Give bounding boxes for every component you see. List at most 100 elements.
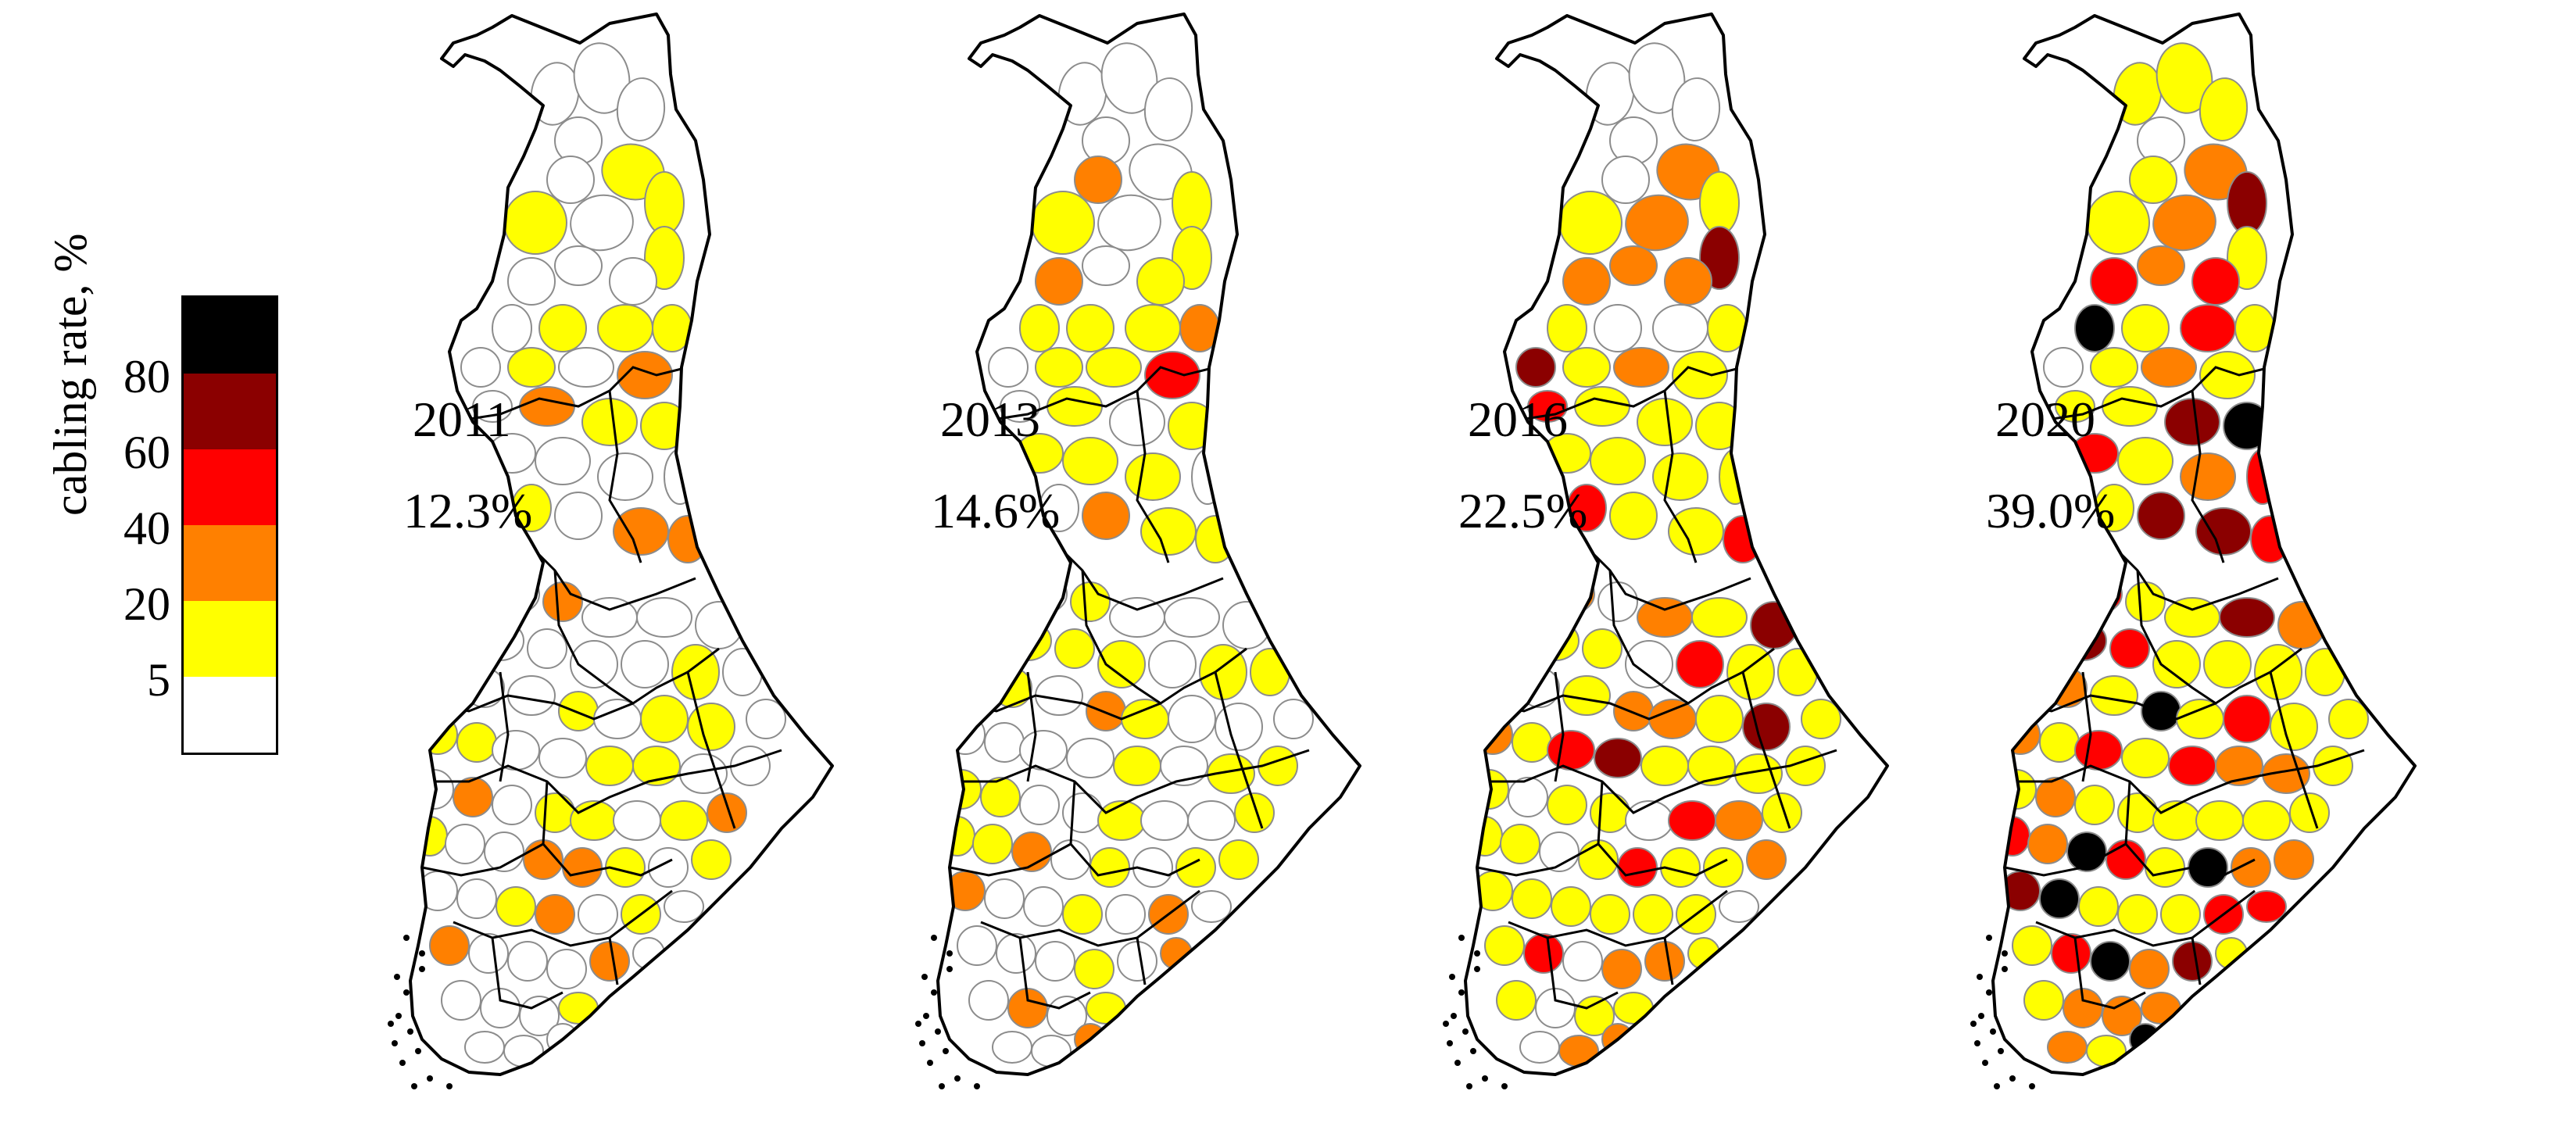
municipality bbox=[1625, 800, 1673, 841]
map-panel-2020: 2020 39.0% bbox=[1958, 0, 2497, 1123]
legend-swatch-40-60 bbox=[184, 449, 276, 525]
municipality bbox=[1742, 703, 1791, 751]
municipality bbox=[2152, 194, 2216, 252]
cabling-rate-label: 12.3% bbox=[403, 483, 533, 538]
municipality bbox=[613, 507, 669, 556]
island-dot bbox=[419, 950, 425, 957]
municipality bbox=[1160, 746, 1208, 786]
municipality bbox=[1175, 847, 1216, 888]
municipality bbox=[679, 753, 728, 794]
municipality bbox=[1143, 77, 1193, 141]
municipality bbox=[1719, 890, 1759, 923]
municipality bbox=[597, 452, 653, 501]
municipality bbox=[1250, 648, 1290, 696]
municipality bbox=[1187, 800, 1236, 841]
municipality bbox=[1074, 949, 1114, 989]
municipality bbox=[1668, 800, 1716, 841]
municipality bbox=[1125, 304, 1181, 352]
country-outline bbox=[936, 13, 1361, 1076]
municipality bbox=[2102, 996, 2142, 1036]
municipality bbox=[746, 699, 786, 739]
municipality bbox=[554, 245, 603, 286]
municipality bbox=[519, 386, 575, 427]
municipality bbox=[1801, 699, 1841, 739]
municipality bbox=[2023, 980, 2064, 1021]
municipality bbox=[1105, 894, 1146, 935]
finland-map-2013 bbox=[915, 13, 1361, 1089]
country-outline bbox=[1991, 13, 2417, 1076]
region-boundary bbox=[542, 781, 673, 877]
municipality bbox=[1148, 640, 1197, 688]
island-dot bbox=[392, 1040, 398, 1046]
municipality bbox=[570, 194, 634, 252]
year-label: 2020 bbox=[1995, 392, 2095, 447]
municipality bbox=[2086, 191, 2150, 255]
municipality bbox=[1734, 753, 1783, 794]
municipality bbox=[2129, 156, 2177, 204]
municipality bbox=[2145, 847, 2185, 888]
region-boundary bbox=[1597, 781, 1728, 877]
island-dot bbox=[1454, 1060, 1461, 1066]
municipality bbox=[2000, 714, 2041, 755]
municipality bbox=[1011, 832, 1052, 872]
municipality bbox=[1547, 730, 1595, 771]
region-boundary bbox=[1663, 390, 1698, 563]
municipality bbox=[2090, 941, 2131, 982]
region-boundary bbox=[1081, 570, 1247, 705]
municipality bbox=[1746, 839, 1787, 880]
municipality bbox=[664, 890, 704, 923]
island-dot bbox=[1462, 1028, 1469, 1035]
municipality bbox=[2274, 839, 2314, 880]
region-boundary bbox=[608, 390, 642, 563]
municipality bbox=[480, 988, 521, 1028]
municipality bbox=[2129, 949, 2170, 989]
island-dot bbox=[931, 989, 937, 996]
municipality bbox=[1777, 648, 1818, 696]
island-dot bbox=[1986, 989, 1992, 996]
municipality bbox=[578, 894, 618, 935]
municipality bbox=[2203, 640, 2252, 688]
municipality bbox=[535, 437, 591, 485]
municipality bbox=[2125, 581, 2166, 622]
municipality bbox=[2242, 800, 2291, 841]
municipality-fills bbox=[1995, 42, 2369, 1068]
municipality bbox=[527, 628, 567, 669]
municipality bbox=[1590, 894, 1630, 935]
region-boundary bbox=[1136, 390, 1170, 563]
municipality bbox=[593, 699, 642, 739]
municipality bbox=[585, 746, 634, 786]
municipality bbox=[984, 878, 1025, 919]
region-boundary bbox=[491, 937, 564, 1010]
municipality bbox=[2199, 77, 2249, 141]
region-boundary bbox=[2269, 671, 2319, 829]
municipality bbox=[1691, 597, 1748, 638]
municipality bbox=[1472, 714, 1513, 755]
municipality bbox=[417, 714, 458, 755]
region-boundary bbox=[422, 749, 782, 814]
island-dot bbox=[946, 966, 953, 972]
municipality bbox=[984, 722, 1025, 763]
municipality bbox=[1019, 304, 1060, 352]
municipality bbox=[660, 800, 708, 841]
island-dot bbox=[403, 989, 410, 996]
municipality bbox=[1715, 800, 1763, 841]
municipality bbox=[992, 1031, 1032, 1064]
municipality bbox=[2289, 792, 2330, 833]
municipality bbox=[1590, 792, 1630, 833]
island-dot bbox=[915, 1021, 921, 1027]
municipality bbox=[1074, 156, 1122, 204]
legend-tick-5: 5 bbox=[147, 654, 170, 706]
municipality bbox=[2039, 722, 2080, 763]
municipality bbox=[1652, 452, 1708, 501]
region-boundary bbox=[976, 366, 1216, 424]
municipality bbox=[460, 347, 501, 388]
municipality bbox=[972, 824, 1013, 864]
municipality bbox=[1023, 886, 1064, 927]
municipality bbox=[1512, 878, 1552, 919]
municipality bbox=[1625, 640, 1673, 688]
municipality bbox=[546, 156, 595, 204]
municipality bbox=[1640, 746, 1689, 786]
municipality bbox=[492, 730, 540, 771]
municipality bbox=[1613, 992, 1654, 1025]
legend-tick-80: 80 bbox=[123, 351, 170, 402]
